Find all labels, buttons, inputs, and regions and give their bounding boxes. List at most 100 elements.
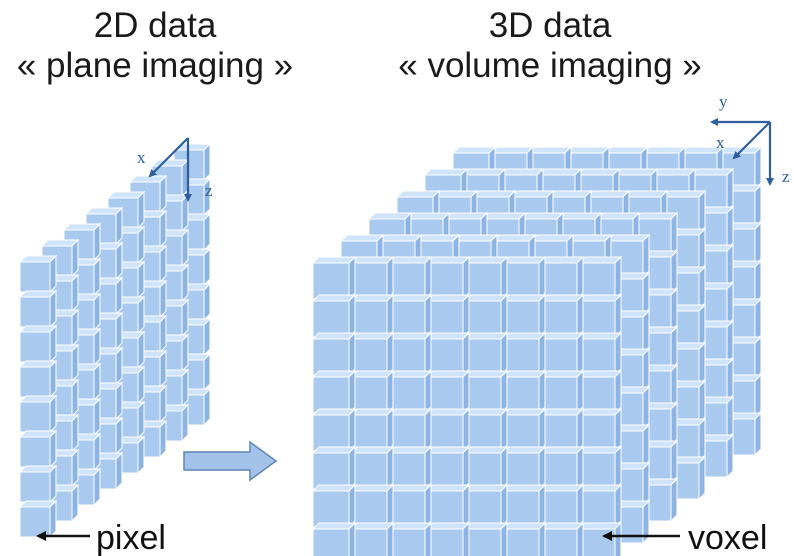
voxel-side-face	[71, 238, 79, 278]
voxel	[311, 407, 357, 453]
voxel-side-face	[115, 311, 123, 351]
voxel-top-face	[423, 168, 469, 176]
voxel-front-face	[426, 300, 464, 338]
voxel-side-face	[576, 331, 584, 377]
voxel-top-face	[603, 146, 649, 154]
voxel-front-face	[464, 338, 502, 376]
voxel-top-face	[577, 294, 623, 302]
voxel-front-face	[388, 376, 426, 414]
voxel-front-face	[350, 300, 388, 338]
voxel-front-face	[578, 414, 616, 452]
voxel-side-face	[137, 260, 145, 300]
pixel	[18, 429, 58, 469]
voxel	[463, 483, 509, 529]
voxel-side-face	[642, 461, 650, 507]
voxel-top-face	[311, 408, 357, 416]
voxel-top-face	[387, 408, 433, 416]
voxel-top-face	[565, 146, 611, 154]
voxel-side-face	[614, 483, 622, 529]
voxel-side-face	[754, 183, 762, 229]
voxel-front-face	[350, 452, 388, 490]
voxel-front-face	[426, 376, 464, 414]
voxel-top-face	[661, 190, 707, 198]
voxel	[501, 293, 547, 339]
voxel-top-face	[461, 168, 507, 176]
voxel-front-face	[426, 452, 464, 490]
pixel-label: pixel	[96, 519, 166, 556]
voxel-side-face	[159, 419, 167, 459]
voxel-side-face	[726, 167, 734, 213]
voxel	[425, 445, 471, 491]
voxel-side-face	[181, 263, 189, 303]
title-3d: 3D data « volume imaging »	[370, 6, 730, 86]
pixel	[18, 359, 58, 399]
voxel-top-face	[387, 370, 433, 378]
voxel-side-face	[203, 387, 211, 427]
voxel-top-face	[641, 146, 687, 154]
voxel	[387, 483, 433, 529]
voxel-top-face	[633, 212, 679, 220]
voxel	[425, 521, 471, 556]
voxel-side-face	[576, 369, 584, 415]
voxel-top-face	[349, 408, 395, 416]
voxel-side-face	[203, 212, 211, 252]
voxel-side-face	[642, 309, 650, 355]
title-2d-line1: 2D data	[93, 6, 217, 45]
voxel-front-face	[578, 376, 616, 414]
voxel-side-face	[348, 483, 356, 529]
voxel	[501, 255, 547, 301]
voxel-side-face	[670, 211, 678, 257]
voxel-top-face	[489, 146, 535, 154]
voxel-top-face	[501, 446, 547, 454]
voxel	[311, 293, 357, 339]
voxel-top-face	[595, 212, 641, 220]
voxel-side-face	[500, 483, 508, 529]
voxel-side-face	[576, 407, 584, 453]
voxel-top-face	[539, 522, 585, 530]
voxel-front-face	[540, 300, 578, 338]
voxel-side-face	[754, 259, 762, 305]
voxel-top-face	[453, 234, 499, 242]
voxel-top-face	[613, 168, 659, 176]
voxel-front-face	[426, 414, 464, 452]
voxel	[425, 331, 471, 377]
voxel-side-face	[93, 257, 101, 297]
voxel	[463, 369, 509, 415]
voxel-front-face	[502, 452, 540, 490]
voxel-side-face	[614, 521, 622, 556]
voxel-front-face	[312, 262, 350, 300]
voxel-side-face	[462, 293, 470, 339]
voxel-top-face	[539, 484, 585, 492]
voxel	[387, 407, 433, 453]
voxel-side-face	[500, 293, 508, 339]
transition-arrow	[183, 440, 278, 482]
voxel-front-face	[502, 414, 540, 452]
voxel-side-face	[538, 407, 546, 453]
voxel	[311, 445, 357, 491]
voxel-top-face	[577, 256, 623, 264]
voxel-front-face	[388, 414, 426, 452]
voxel-side-face	[614, 331, 622, 377]
voxel	[577, 521, 623, 556]
voxel-side-face	[754, 373, 762, 419]
pixel-slab	[18, 142, 212, 539]
voxel-side-face	[386, 521, 394, 556]
voxel-top-face	[623, 190, 669, 198]
voxel-side-face	[754, 411, 762, 457]
voxel	[577, 369, 623, 415]
voxel-top-face	[537, 168, 583, 176]
title-2d: 2D data « plane imaging »	[0, 6, 310, 86]
voxel-side-face	[670, 363, 678, 409]
voxel	[539, 255, 585, 301]
voxel-front-face	[578, 262, 616, 300]
axis-2d-x-arrow	[148, 137, 189, 178]
voxel-volume	[311, 145, 763, 556]
voxel	[311, 331, 357, 377]
voxel	[387, 521, 433, 556]
voxel-front-face	[312, 452, 350, 490]
voxel-side-face	[698, 455, 706, 501]
voxel-front-face	[502, 490, 540, 528]
voxel-top-face	[519, 212, 565, 220]
voxel-side-face	[49, 359, 57, 399]
voxel-side-face	[71, 308, 79, 348]
